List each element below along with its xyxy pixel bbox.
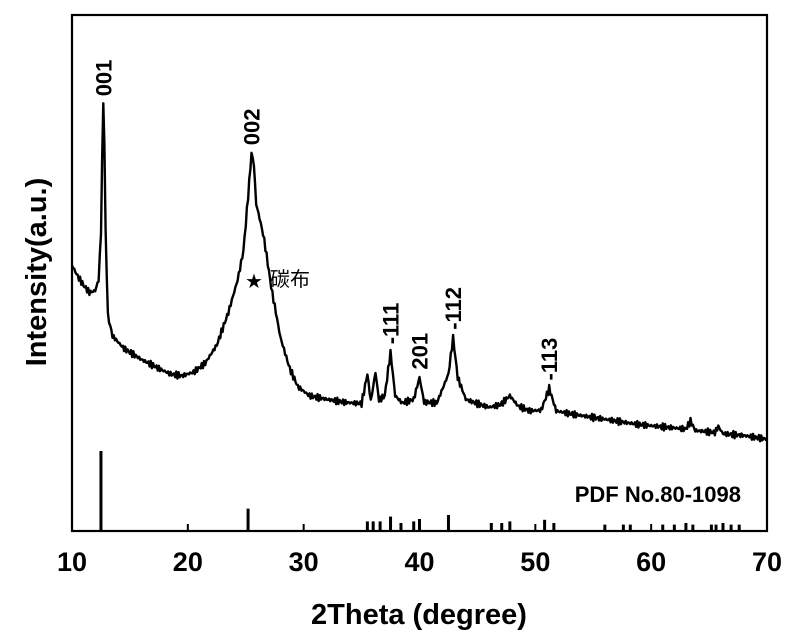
x-tick-label: 50 [520, 547, 550, 577]
plot-frame [70, 13, 769, 533]
peak-label: -112 [441, 287, 466, 330]
x-tick-label: 70 [752, 547, 782, 577]
annotation-label: 碳布 [270, 267, 310, 291]
peak-label: 002 [240, 108, 265, 145]
peak-label: 201 [408, 333, 433, 370]
x-tick-label: 10 [57, 547, 87, 577]
reference-sticks [99, 451, 741, 531]
peak-label: -111 [379, 303, 404, 345]
annotation-star-icon: ★ [245, 269, 263, 293]
x-tick-label: 60 [636, 547, 666, 577]
x-axis-ticks: 10 20 30 40 50 60 70 [57, 524, 782, 577]
peak-label: 001 [91, 60, 116, 97]
y-axis-label: Intensity(a.u.) [21, 178, 53, 367]
x-tick-label: 40 [404, 547, 434, 577]
reference-label: PDF No.80-1098 [575, 482, 741, 507]
xrd-pattern-line [70, 102, 768, 443]
peak-label: -113 [537, 338, 562, 381]
x-axis-label: 2Theta (degree) [311, 599, 527, 631]
x-tick-label: 30 [289, 547, 319, 577]
x-tick-label: 20 [173, 547, 203, 577]
